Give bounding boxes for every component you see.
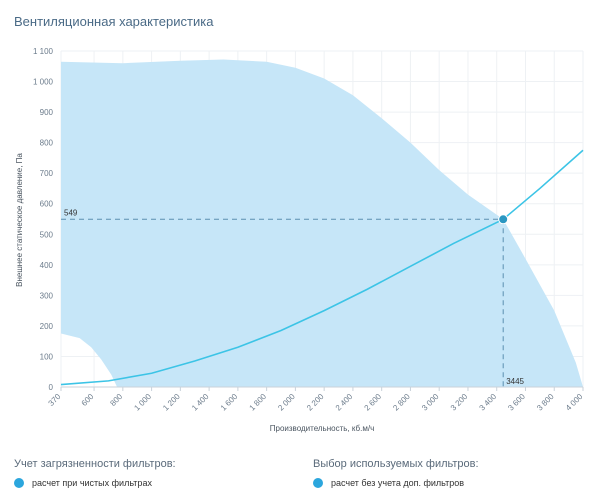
x-tick-label-11: 2 600 bbox=[363, 392, 384, 413]
filters-selection-heading: Выбор используемых фильтров: bbox=[313, 458, 479, 470]
y-tick-label-9: 900 bbox=[40, 108, 54, 117]
x-tick-label-2: 800 bbox=[108, 392, 124, 408]
y-tick-label-8: 800 bbox=[40, 139, 54, 148]
radio-selected-icon[interactable] bbox=[14, 478, 24, 488]
x-tick-label-16: 3 600 bbox=[506, 392, 527, 413]
x-axis-ticks: 370 600 800 1 000 1 200 1 400 1 600 1 800 2 000 2… bbox=[47, 386, 585, 413]
y-tick-label-1: 100 bbox=[40, 352, 54, 361]
radio-selected-icon[interactable] bbox=[313, 478, 323, 488]
y-tick-label-4: 400 bbox=[40, 261, 54, 270]
y-tick-label-2: 200 bbox=[40, 322, 54, 331]
x-tick-label-14: 3 200 bbox=[449, 392, 470, 413]
fan-operating-area bbox=[61, 59, 583, 387]
x-tick-label-7: 1 800 bbox=[248, 392, 269, 413]
y-tick-label-6: 600 bbox=[40, 200, 54, 209]
y-tick-label-7: 700 bbox=[40, 169, 54, 178]
filters-selection-option[interactable]: расчет без учета доп. фильтров bbox=[313, 478, 464, 488]
x-tick-label-4: 1 200 bbox=[161, 392, 182, 413]
filters-contamination-heading: Учет загрязненности фильтров: bbox=[14, 458, 176, 470]
filters-contamination-option-label: расчет при чистых фильтрах bbox=[32, 478, 152, 488]
x-tick-label-17: 3 800 bbox=[535, 392, 556, 413]
x-tick-label-6: 1 600 bbox=[219, 392, 240, 413]
x-tick-label-13: 3 000 bbox=[420, 392, 441, 413]
y-tick-label-5: 500 bbox=[40, 230, 54, 239]
y-tick-label-11: 1 100 bbox=[33, 47, 54, 56]
operating-point-layer: 549 3445 bbox=[61, 208, 525, 387]
filters-selection-option-label: расчет без учета доп. фильтров bbox=[331, 478, 465, 488]
chart-title: Вентиляционная характеристика bbox=[14, 14, 214, 29]
x-tick-label-18: 4 000 bbox=[564, 392, 585, 413]
x-tick-label-12: 2 800 bbox=[391, 392, 412, 413]
x-tick-label-8: 2 000 bbox=[276, 392, 297, 413]
filters-contamination-option[interactable]: расчет при чистых фильтрах bbox=[14, 478, 152, 488]
operating-point-x-label: 3445 bbox=[506, 377, 524, 386]
x-tick-label-0: 370 bbox=[47, 392, 63, 408]
y-axis-label: Внешнее статическое давление, Па bbox=[15, 153, 24, 287]
area-layer bbox=[61, 59, 583, 387]
x-tick-label-1: 600 bbox=[80, 392, 96, 408]
x-tick-label-10: 2 400 bbox=[334, 392, 355, 413]
x-tick-label-9: 2 200 bbox=[305, 392, 326, 413]
operating-point-y-label: 549 bbox=[64, 208, 78, 217]
y-tick-label-3: 300 bbox=[40, 291, 54, 300]
x-tick-label-3: 1 000 bbox=[132, 392, 153, 413]
y-axis-ticks: 0 100 200 300 400 500 600 700 800 900 1 000 1 100 bbox=[33, 47, 54, 392]
x-tick-label-15: 3 400 bbox=[478, 392, 499, 413]
y-tick-label-0: 0 bbox=[49, 383, 54, 392]
ventilation-chart: 0 100 200 300 400 500 600 700 800 900 1 000 1 100 3… bbox=[15, 47, 585, 433]
x-axis-label: Производительность, кб.м/ч bbox=[270, 424, 374, 433]
y-tick-label-10: 1 000 bbox=[33, 78, 54, 87]
operating-point-marker bbox=[498, 214, 509, 225]
x-tick-label-5: 1 400 bbox=[190, 392, 211, 413]
